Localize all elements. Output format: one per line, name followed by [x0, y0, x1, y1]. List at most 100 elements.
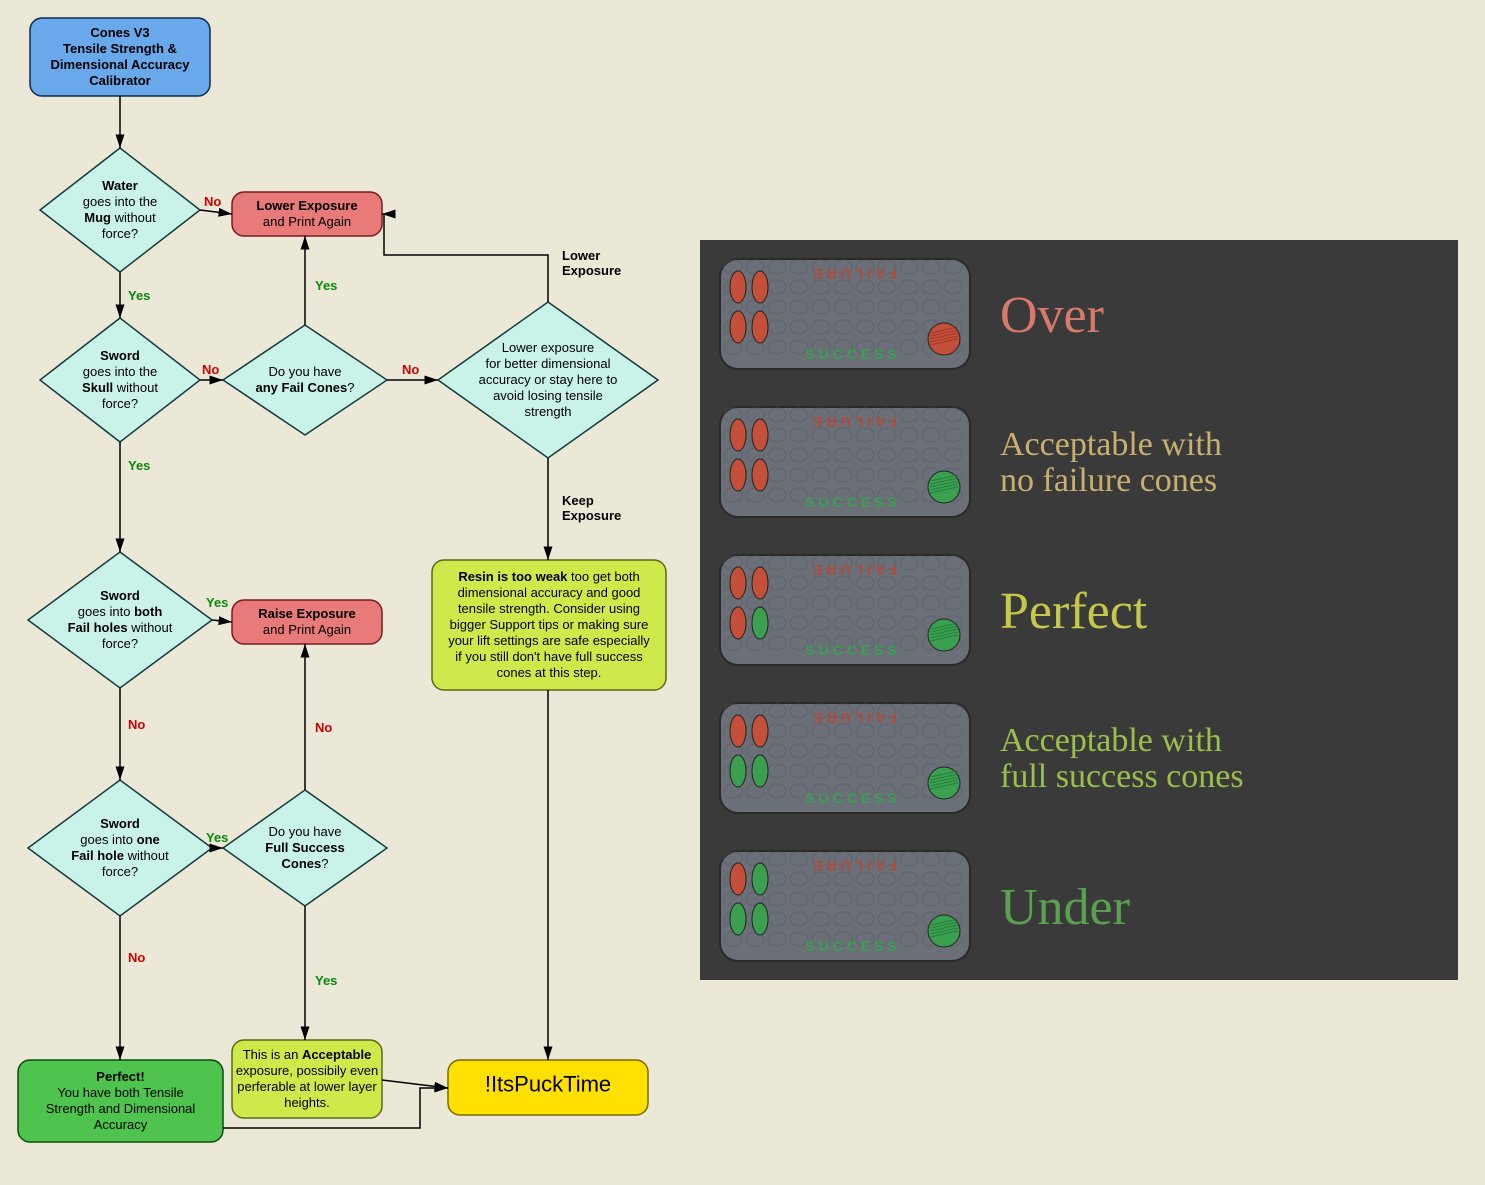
edge-label: Keep [562, 493, 594, 508]
svg-text:exposure, possibily even: exposure, possibily even [236, 1063, 378, 1078]
svg-text:force?: force? [102, 226, 138, 241]
legend-panel: FAILURE SUCCESS Over FAILURE SUCCESS Acceptab… [700, 240, 1458, 980]
svg-text:any Fail Cones?: any Fail Cones? [256, 380, 355, 395]
svg-text:Calibrator: Calibrator [89, 73, 150, 88]
svg-text:Sword: Sword [100, 588, 140, 603]
svg-text:dimensional accuracy and good: dimensional accuracy and good [458, 585, 641, 600]
edge-label: No [202, 362, 219, 377]
svg-text:Water: Water [102, 178, 138, 193]
legend-oval [730, 311, 746, 343]
legend-oval [752, 755, 768, 787]
legend-oval [752, 567, 768, 599]
plate-success-text: SUCCESS [805, 790, 901, 806]
svg-text:if you still don't have full s: if you still don't have full success [455, 649, 643, 664]
plate-failure-text: FAILURE [809, 562, 897, 578]
legend-label: Over [1000, 287, 1104, 344]
legend-oval [752, 419, 768, 451]
svg-text:accuracy or stay here to: accuracy or stay here to [479, 372, 618, 387]
svg-text:Tensile Strength &: Tensile Strength & [63, 41, 177, 56]
plate-failure-text: FAILURE [809, 414, 897, 430]
edge-label: No [204, 194, 221, 209]
svg-text:Cones?: Cones? [282, 856, 329, 871]
plate-failure-text: FAILURE [809, 710, 897, 726]
legend-oval [730, 755, 746, 787]
svg-text:Lower exposure: Lower exposure [502, 340, 595, 355]
svg-text:goes into the: goes into the [83, 364, 157, 379]
edge [212, 620, 232, 622]
legend-label: Under [1000, 879, 1130, 936]
edge [382, 214, 548, 302]
edge-label: No [128, 950, 145, 965]
legend-label: Perfect [1000, 583, 1148, 640]
diagram-canvas: Cones V3Tensile Strength &Dimensional Ac… [0, 0, 1485, 1185]
edge [382, 1080, 448, 1088]
svg-text:force?: force? [102, 396, 138, 411]
svg-text:Do you have: Do you have [269, 824, 342, 839]
legend-oval [730, 607, 746, 639]
plate-failure-text: FAILURE [809, 266, 897, 282]
svg-text:Do you have: Do you have [269, 364, 342, 379]
edge [200, 210, 232, 214]
svg-text:heights.: heights. [284, 1095, 330, 1110]
edge-label: No [402, 362, 419, 377]
legend-oval [730, 863, 746, 895]
legend-label: full success cones [1000, 758, 1244, 795]
legend-oval [752, 863, 768, 895]
svg-text:Dimensional Accuracy: Dimensional Accuracy [51, 57, 191, 72]
svg-text:!ItsPuckTime: !ItsPuckTime [485, 1072, 611, 1097]
edge-label: No [128, 717, 145, 732]
plate-success-text: SUCCESS [805, 346, 901, 362]
legend-oval [730, 459, 746, 491]
svg-text:for better dimensional: for better dimensional [485, 356, 610, 371]
edge-label: Yes [128, 288, 150, 303]
legend-oval [752, 459, 768, 491]
edge-label: Yes [128, 458, 150, 473]
svg-text:cones at this step.: cones at this step. [497, 665, 602, 680]
svg-text:Lower Exposure: Lower Exposure [256, 198, 357, 213]
svg-text:Resin is too weak too get both: Resin is too weak too get both [458, 569, 639, 584]
svg-text:Fail holes without: Fail holes without [68, 620, 173, 635]
plate-success-text: SUCCESS [805, 938, 901, 954]
svg-text:You have both Tensile: You have both Tensile [57, 1085, 184, 1100]
legend-oval [752, 311, 768, 343]
legend-oval [752, 271, 768, 303]
svg-text:and Print Again: and Print Again [263, 214, 351, 229]
edge-label: Yes [315, 278, 337, 293]
legend-oval [730, 715, 746, 747]
svg-text:perferable at lower layer: perferable at lower layer [237, 1079, 377, 1094]
edge-label: Exposure [562, 508, 621, 523]
plate-failure-text: FAILURE [809, 858, 897, 874]
svg-text:Fail hole without: Fail hole without [71, 848, 169, 863]
legend-oval [752, 607, 768, 639]
legend-label: Acceptable with [1000, 722, 1222, 759]
svg-text:Cones V3: Cones V3 [90, 25, 149, 40]
legend-oval [730, 903, 746, 935]
edge-label: Exposure [562, 263, 621, 278]
svg-text:Perfect!: Perfect! [96, 1069, 144, 1084]
svg-text:Skull without: Skull without [82, 380, 158, 395]
svg-text:avoid losing tensile: avoid losing tensile [493, 388, 603, 403]
edge-label: Lower [562, 248, 600, 263]
legend-label: Acceptable with [1000, 426, 1222, 463]
edge-label: Yes [315, 973, 337, 988]
svg-text:your lift settings are safe es: your lift settings are safe especially [448, 633, 650, 648]
plate-success-text: SUCCESS [805, 494, 901, 510]
svg-text:Strength and Dimensional: Strength and Dimensional [46, 1101, 196, 1116]
plate-success-text: SUCCESS [805, 642, 901, 658]
edge-label: Yes [206, 595, 228, 610]
svg-text:Accuracy: Accuracy [94, 1117, 148, 1132]
legend-oval [752, 903, 768, 935]
edge-label: No [315, 720, 332, 735]
svg-text:force?: force? [102, 864, 138, 879]
svg-text:goes into one: goes into one [80, 832, 160, 847]
svg-text:goes into the: goes into the [83, 194, 157, 209]
legend-label: no failure cones [1000, 462, 1217, 499]
svg-text:Raise Exposure: Raise Exposure [258, 606, 356, 621]
svg-text:bigger Support tips or making: bigger Support tips or making sure [450, 617, 649, 632]
svg-text:and Print Again: and Print Again [263, 622, 351, 637]
svg-text:Full Success: Full Success [265, 840, 344, 855]
svg-text:This is an Acceptable: This is an Acceptable [243, 1047, 372, 1062]
svg-text:tensile strength. Consider usi: tensile strength. Consider using [458, 601, 640, 616]
svg-text:goes into both: goes into both [78, 604, 163, 619]
edge-label: Yes [206, 830, 228, 845]
